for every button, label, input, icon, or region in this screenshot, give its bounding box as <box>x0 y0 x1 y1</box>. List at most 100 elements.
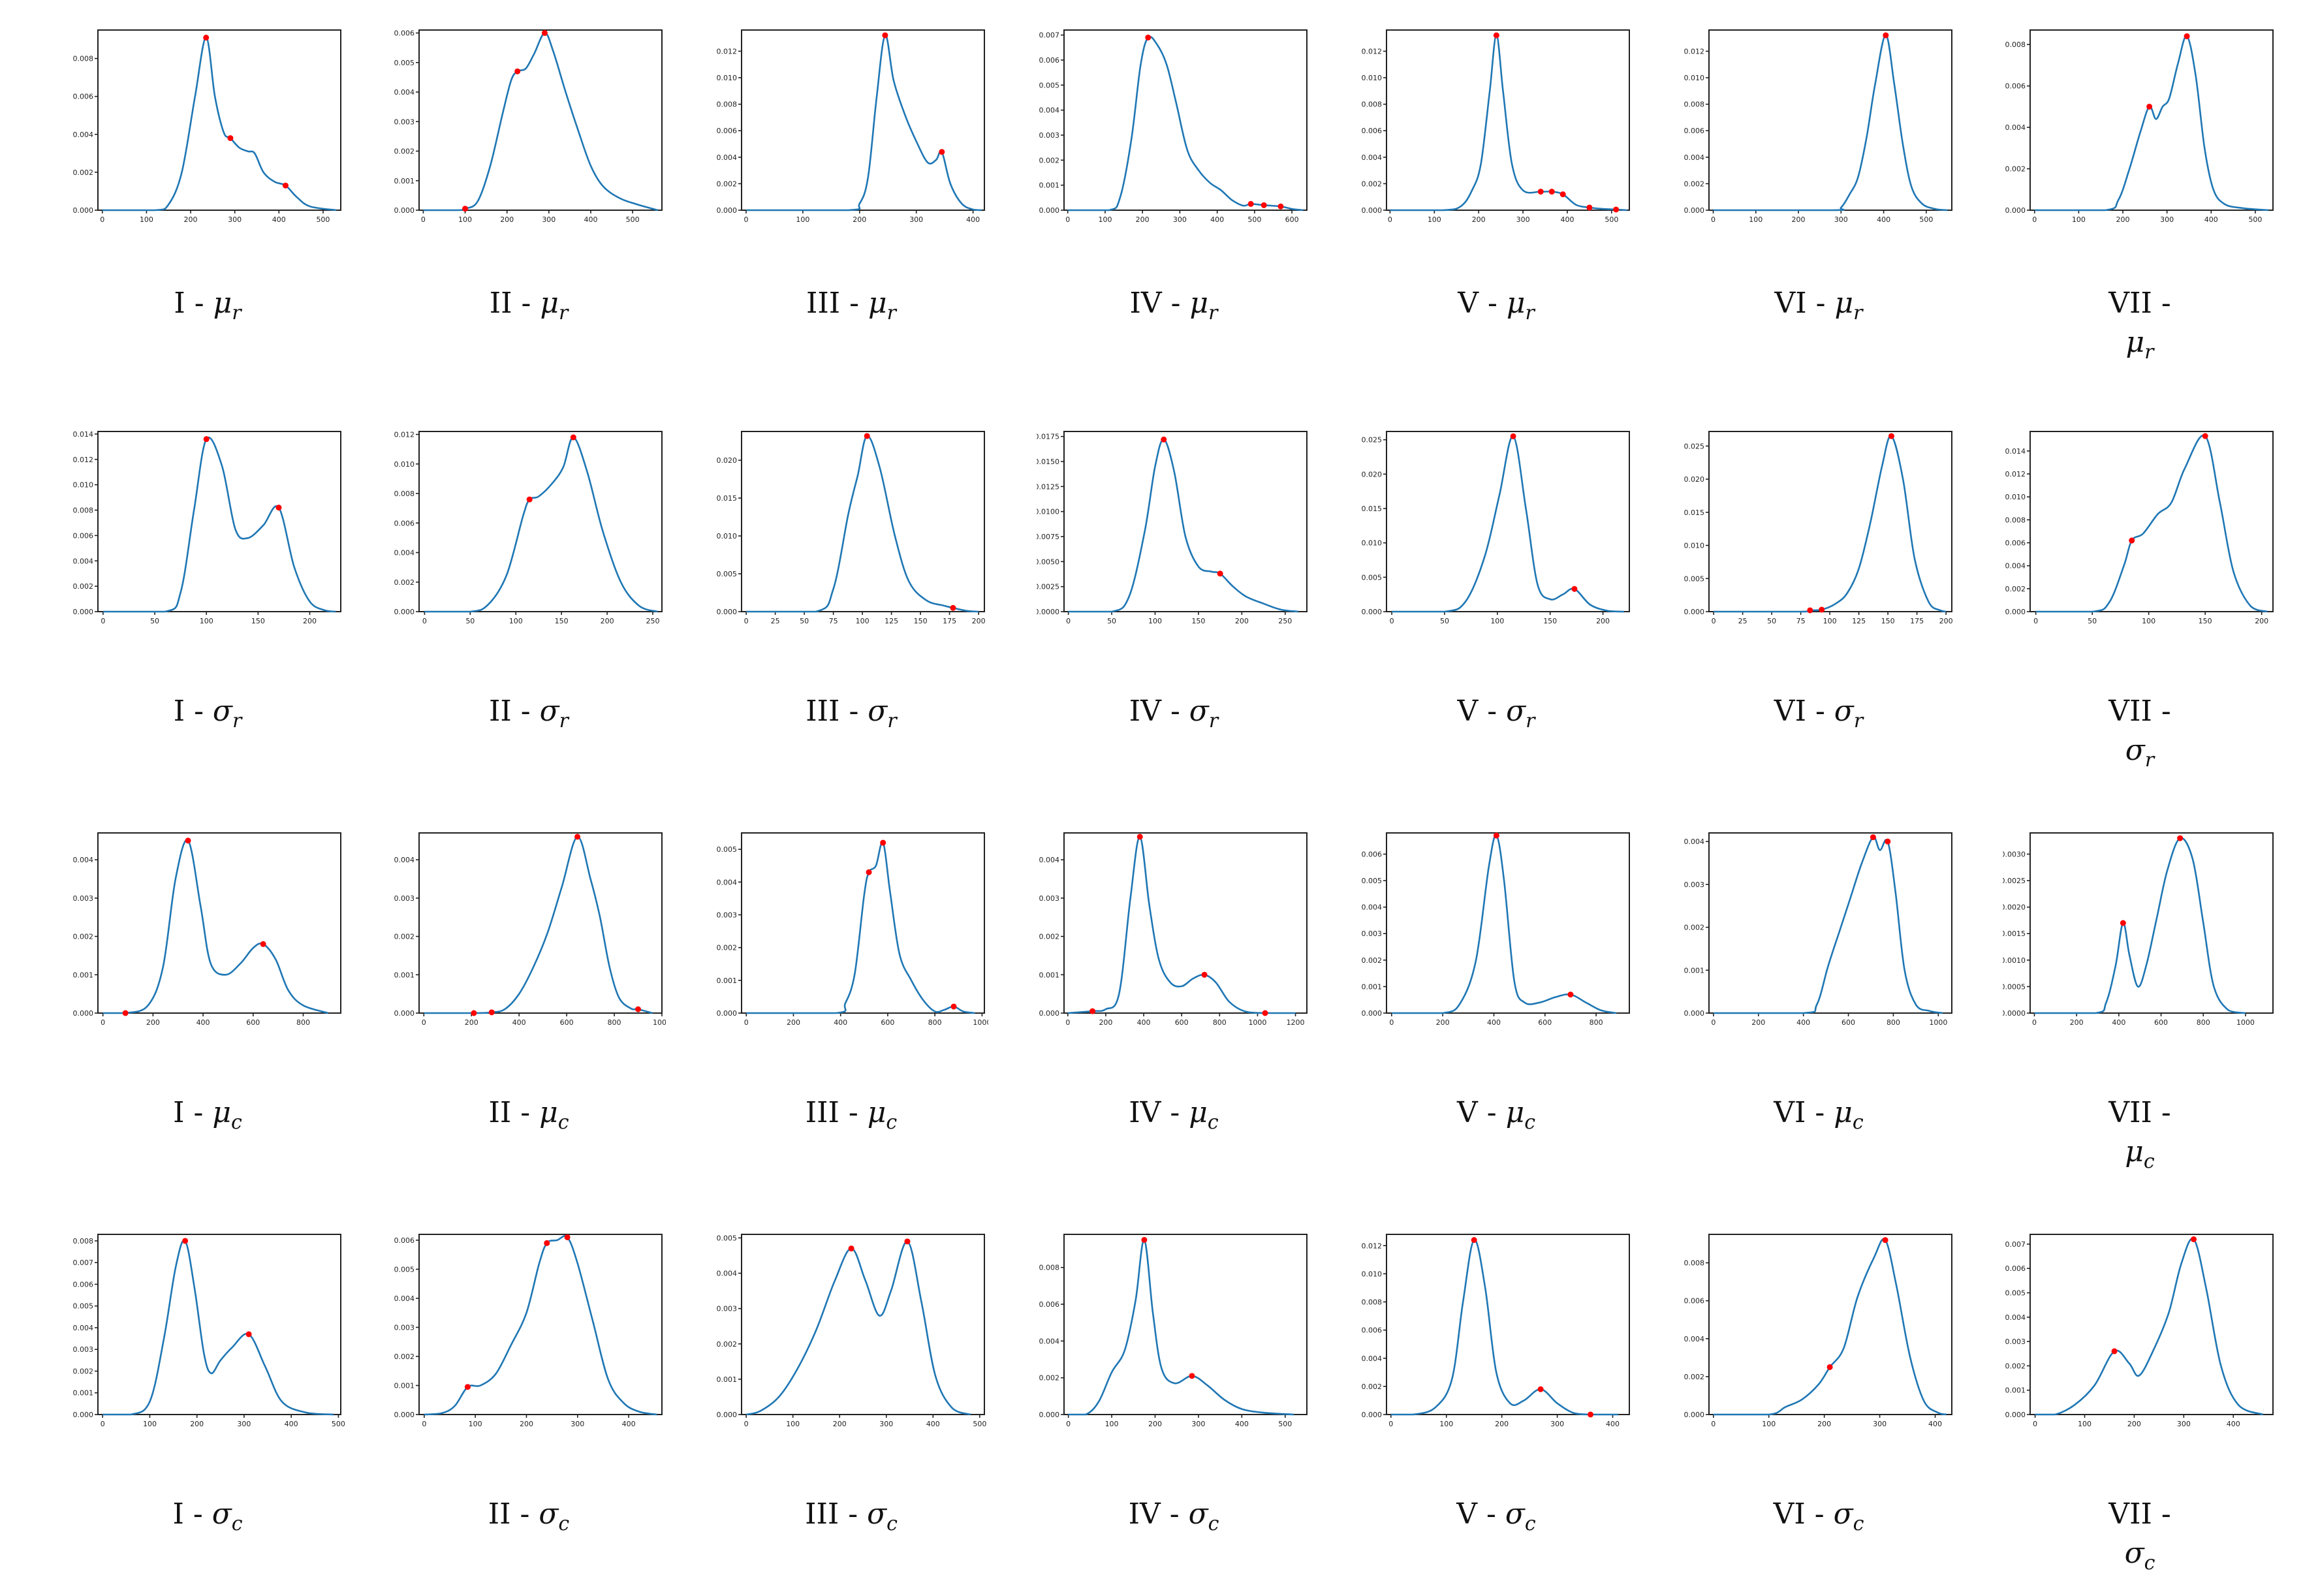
y-tick-label: 0.005 <box>717 1234 738 1242</box>
y-tick-label: 0.002 <box>1362 956 1383 965</box>
y-tick-label: 0.002 <box>394 933 415 941</box>
x-tick-label: 400 <box>1796 1018 1810 1027</box>
x-tick-label: 100 <box>1439 1420 1453 1428</box>
y-tick-label: 0.0000 <box>1037 608 1059 616</box>
peak-marker <box>1548 189 1555 195</box>
x-tick-label: 100 <box>786 1420 800 1428</box>
density-plot: 0 200 400 600 800 1000 0.0000 0.0005 0.0010 0.001… <box>2003 832 2274 1027</box>
y-tick-label: 0.002 <box>1362 180 1383 188</box>
density-curve <box>1390 34 1627 211</box>
chart-cell: 0 100 200 300 400 500 0.000 0.001 0.002 0.003 0.00… <box>714 1230 988 1596</box>
x-tick-label: 500 <box>1247 215 1261 224</box>
caption-symbol: σ <box>1505 1497 1525 1531</box>
x-tick-label: 0 <box>1711 1018 1716 1027</box>
panel-caption: VI - μc <box>1774 1096 1864 1134</box>
peak-marker <box>1277 203 1284 210</box>
y-tick-label: 0.008 <box>717 101 738 109</box>
chart-cell: 0 100 200 300 400 500 0.000 0.002 0.004 0.006 0.00… <box>1682 26 1956 392</box>
x-tick-label: 400 <box>2227 1420 2240 1428</box>
y-tick-label: 0.010 <box>1684 542 1705 550</box>
y-tick-label: 0.003 <box>73 1345 94 1354</box>
plot-frame <box>1386 431 1630 612</box>
x-tick-label: 0 <box>1065 215 1070 224</box>
caption-subscript: r <box>1525 301 1535 324</box>
x-tick-label: 400 <box>584 215 597 224</box>
peak-marker <box>2191 1236 2197 1242</box>
caption-label: VII - <box>2108 1497 2171 1531</box>
peak-marker <box>950 1003 957 1010</box>
x-tick-label: 50 <box>1767 617 1776 625</box>
caption-subscript: c <box>886 1512 898 1535</box>
y-tick-label: 0.005 <box>1039 81 1060 89</box>
peak-marker <box>848 1245 854 1252</box>
panel-caption: IV - μc <box>1129 1096 1219 1134</box>
density-plot: 0 200 400 600 800 1000 0.000 0.001 0.002 0.003 0.0… <box>1684 832 1952 1027</box>
y-tick-label: 0.020 <box>717 456 738 465</box>
plot-frame <box>741 431 985 612</box>
y-tick-label: 0.000 <box>73 608 94 616</box>
y-tick-label: 0.007 <box>1039 31 1060 40</box>
y-tick-label: 0.0010 <box>2003 956 2026 965</box>
chart-cell: 0 100 200 300 400 500 0.000 0.002 0.004 0.006 0.00… <box>2003 26 2277 392</box>
y-tick-label: 0.0125 <box>1037 482 1059 491</box>
caption-symbol: σ <box>1188 1497 1208 1531</box>
x-tick-label: 100 <box>1749 215 1762 224</box>
x-tick-label: 0 <box>1712 617 1716 625</box>
y-tick-label: 0.006 <box>394 29 415 38</box>
x-tick-label: 800 <box>1887 1018 1900 1027</box>
y-tick-label: 0.005 <box>1684 574 1705 583</box>
peak-marker <box>574 834 581 840</box>
density-plot: 0 100 200 300 400 0.000 0.001 0.002 0.003 0.004 0.… <box>2005 1234 2274 1428</box>
chart-cell: 0 200 400 600 800 0.000 0.001 0.002 0.003 0.004 0.… <box>1359 829 1633 1195</box>
panel-caption: IV - σr <box>1129 695 1219 732</box>
panel-caption: III - μr <box>806 287 896 324</box>
y-tick-label: 0.006 <box>717 127 738 135</box>
x-tick-label: 100 <box>469 1420 482 1428</box>
x-tick-label: 0 <box>1388 1420 1393 1428</box>
x-tick-label: 0 <box>101 617 105 625</box>
y-tick-label: 0.001 <box>394 971 415 979</box>
peak-marker <box>1145 35 1152 40</box>
caption-label: III <box>806 287 841 320</box>
y-tick-label: 0.003 <box>394 1323 415 1332</box>
y-tick-label: 0.000 <box>1684 608 1705 616</box>
x-tick-label: 500 <box>1605 215 1618 224</box>
x-tick-label: 150 <box>1881 617 1895 625</box>
x-tick-label: 600 <box>1538 1018 1552 1027</box>
caption-symbol: σ <box>539 1497 559 1531</box>
y-tick-label: 0.000 <box>73 1009 94 1018</box>
y-tick-label: 0.001 <box>1684 966 1705 975</box>
plot-frame <box>1386 1234 1630 1415</box>
x-tick-label: 200 <box>853 215 866 224</box>
y-tick-label: 0.004 <box>717 1270 738 1278</box>
y-tick-label: 0.005 <box>1362 877 1383 885</box>
y-tick-label: 0.002 <box>1039 933 1060 941</box>
plot-frame <box>1063 1234 1308 1415</box>
x-tick-label: 100 <box>2142 617 2155 625</box>
chart-cell: 0 200 400 600 800 1000 0.000 0.001 0.002 0.003 0.0… <box>714 829 988 1195</box>
caption-label: I <box>173 1096 185 1129</box>
peak-marker <box>1826 1364 1833 1370</box>
panel-caption: II - σr <box>489 695 569 732</box>
x-tick-label: 600 <box>1175 1018 1189 1027</box>
x-tick-label: 150 <box>251 617 265 625</box>
caption-subscript: r <box>232 709 242 732</box>
caption-symbol: μ <box>867 1096 886 1129</box>
x-tick-label: 300 <box>228 215 242 224</box>
x-tick-label: 25 <box>1738 617 1747 625</box>
y-tick-label: 0.008 <box>2005 516 2026 524</box>
x-tick-label: 600 <box>246 1018 260 1027</box>
x-tick-label: 200 <box>972 617 986 625</box>
density-curve <box>1713 1238 1947 1416</box>
y-tick-label: 0.004 <box>2005 1313 2026 1322</box>
density-curve <box>1067 35 1304 211</box>
caption-symbol: σ <box>1189 695 1209 728</box>
x-tick-label: 125 <box>1852 617 1866 625</box>
y-tick-label: 0.002 <box>717 944 738 952</box>
chart-cell: 0 25 50 75 100 125 150 175 200 0.000 0.005 0.010 0.0… <box>1682 428 1956 793</box>
x-tick-label: 0 <box>744 1420 749 1428</box>
x-tick-label: 800 <box>1590 1018 1603 1027</box>
plot-frame <box>97 431 341 612</box>
chart-cell: 0 100 200 300 400 0.000 0.002 0.004 0.006 0.008 0.… <box>714 26 988 392</box>
y-tick-label: 0.0005 <box>2003 982 2026 991</box>
